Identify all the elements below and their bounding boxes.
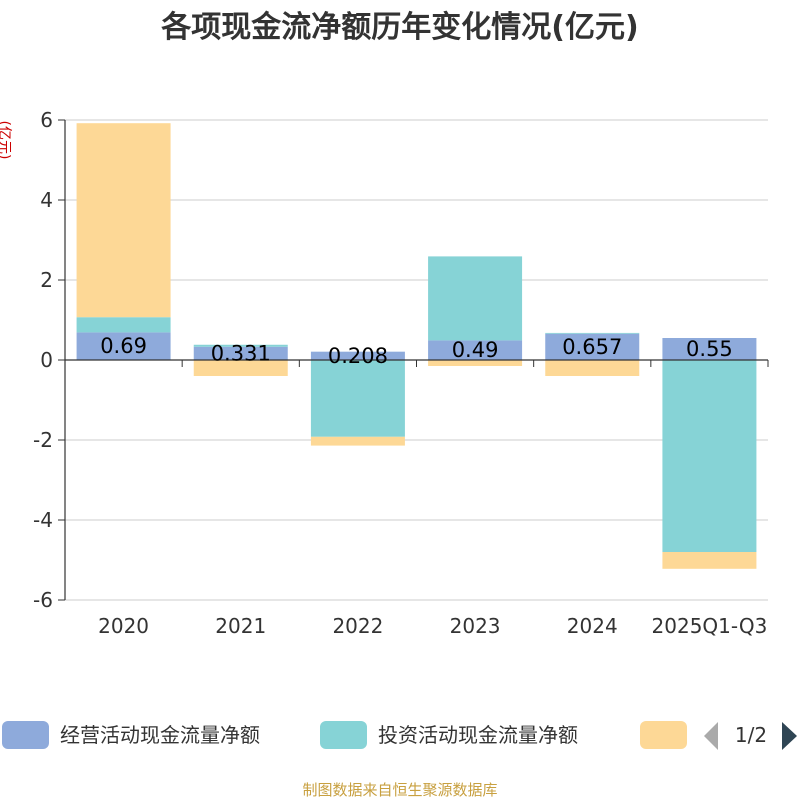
bar-2020-series-1 — [76, 317, 171, 333]
bar-2024-series-0 — [545, 333, 640, 360]
bar-2022-series-2 — [310, 436, 405, 446]
data-label-2024: 0.657 — [562, 335, 622, 359]
bar-2023-series-1 — [428, 256, 523, 341]
bar-2023-series-0 — [428, 340, 523, 360]
x-tick-label: 2022 — [332, 614, 383, 638]
x-tick-label: 2021 — [215, 614, 266, 638]
legend-next-arrow-icon[interactable] — [782, 722, 797, 750]
y-axis-unit-label: (亿元) — [0, 121, 12, 160]
data-label-2023: 0.49 — [452, 338, 499, 362]
bar-marks — [76, 123, 757, 569]
data-label-2022: 0.208 — [328, 344, 388, 368]
legend-label-0[interactable]: 经营活动现金流量净额 — [60, 723, 260, 747]
bar-2025Q1-Q3-series-1 — [662, 360, 757, 552]
bar-2021-series-0 — [193, 346, 288, 360]
y-tick-label: 2 — [40, 268, 53, 292]
y-tick-label: -4 — [33, 508, 53, 532]
data-labels: 0.69 0.331 0.208 0.49 0.657 0.55 — [100, 334, 733, 368]
legend-page-indicator: 1/2 — [735, 723, 767, 747]
legend-swatch-2[interactable] — [640, 721, 687, 749]
bar-2020-series-0 — [76, 332, 171, 360]
data-source-note: 制图数据来自恒生聚源数据库 — [302, 781, 497, 799]
bar-2024-series-1 — [545, 332, 640, 334]
data-label-2021: 0.331 — [211, 341, 271, 365]
y-tick-label: 4 — [40, 188, 53, 212]
chart-title: 各项现金流净额历年变化情况(亿元) — [160, 10, 638, 45]
legend-pager: 1/2 — [704, 722, 797, 750]
data-label-2020: 0.69 — [100, 334, 147, 358]
bar-2021-series-2 — [193, 360, 288, 376]
x-tick-label: 2025Q1-Q3 — [652, 614, 768, 638]
legend-prev-arrow-icon[interactable] — [704, 722, 718, 750]
y-tick-label: 6 — [40, 108, 53, 132]
bar-2021-series-1 — [193, 344, 288, 347]
axes: 6 4 2 0 -2 -4 -6 2020 2021 2022 2023 2024 2025Q1-Q3 — [33, 108, 769, 638]
legend-label-1[interactable]: 投资活动现金流量净额 — [378, 723, 578, 747]
y-tick-label: -6 — [33, 588, 53, 612]
y-tick-label: -2 — [33, 428, 53, 452]
legend: 经营活动现金流量净额 投资活动现金流量净额 — [2, 721, 687, 749]
y-tick-label: 0 — [40, 348, 53, 372]
bar-2023-series-2 — [428, 360, 523, 366]
bar-2024-series-2 — [545, 360, 640, 376]
bar-2022-series-0 — [310, 351, 405, 360]
x-tick-label: 2024 — [567, 614, 618, 638]
bar-2025Q1-Q3-series-2 — [662, 552, 757, 569]
data-label-2025Q1-Q3: 0.55 — [686, 337, 733, 361]
legend-swatch-0[interactable] — [2, 721, 49, 749]
bar-2022-series-1 — [310, 360, 405, 437]
bar-2025Q1-Q3-series-0 — [662, 338, 757, 360]
x-tick-label: 2020 — [98, 614, 149, 638]
x-tick-label: 2023 — [450, 614, 501, 638]
legend-swatch-1[interactable] — [320, 721, 367, 749]
bar-2020-series-2 — [76, 123, 171, 318]
